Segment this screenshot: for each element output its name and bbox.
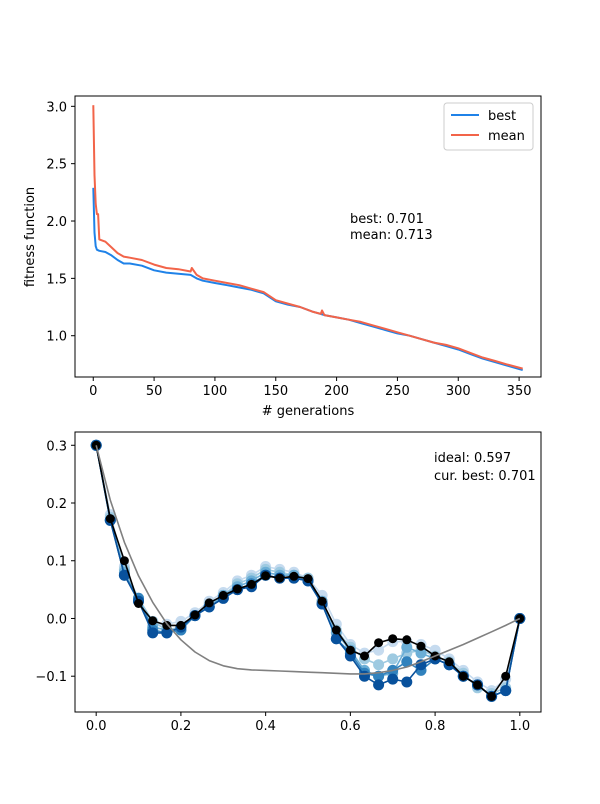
top-y-tick-label: 2.0 xyxy=(46,215,67,230)
top-plot-ticks: 0 50 100 150 200 250 300 350 1.0 1.5 2.0 2.5 3.0 xyxy=(46,100,531,399)
top-plot-x-axis-label: # generations xyxy=(262,404,355,419)
current-best-point xyxy=(360,651,369,661)
candidate-point xyxy=(500,685,512,697)
candidate-point xyxy=(118,569,130,581)
legend-label-best: best xyxy=(488,109,516,124)
current-best-point xyxy=(473,680,482,690)
top-x-tick-label: 150 xyxy=(263,384,288,399)
current-best-point xyxy=(275,573,285,583)
bottom-x-tick-label: 0.8 xyxy=(425,719,446,734)
current-best-point xyxy=(190,610,200,620)
current-best-point xyxy=(331,625,341,635)
current-best-point xyxy=(416,641,426,651)
current-best-point xyxy=(303,574,313,584)
bottom-x-tick-label: 0.2 xyxy=(171,719,192,734)
candidate-point xyxy=(373,644,385,656)
current-best-point xyxy=(176,620,186,630)
bottom-plot-frame xyxy=(74,431,542,713)
current-best-point xyxy=(501,671,511,681)
current-best-point xyxy=(261,571,271,581)
best-value-annotation: best: 0.701 xyxy=(350,212,424,227)
top-x-tick-label: 300 xyxy=(446,384,471,399)
candidate-point xyxy=(387,653,399,665)
legend-label-mean: mean xyxy=(488,129,525,144)
top-plot: 0 50 100 150 200 250 300 350 1.0 1.5 2.0 2.5 3.0 # g… xyxy=(23,95,542,419)
current-best-point xyxy=(162,620,172,630)
bottom-plot: 0.0 0.2 0.4 0.6 0.8 1.0 −0.1 0.0 0.1 0.2 0.3 ideal… xyxy=(35,431,542,734)
current-best-point xyxy=(105,514,115,524)
bottom-x-tick-label: 0.0 xyxy=(86,719,107,734)
top-x-tick-label: 200 xyxy=(324,384,349,399)
current-best-point xyxy=(345,645,355,655)
candidate-point xyxy=(373,679,385,691)
current-best-point xyxy=(317,596,327,606)
top-x-tick-label: 50 xyxy=(146,384,163,399)
bottom-x-tick-label: 1.0 xyxy=(509,719,530,734)
candidate-point xyxy=(330,633,342,645)
current-best-annotation: cur. best: 0.701 xyxy=(434,469,536,484)
bottom-y-tick-label: 0.2 xyxy=(46,497,67,512)
bottom-x-tick-label: 0.4 xyxy=(255,719,276,734)
top-y-tick-label: 2.5 xyxy=(46,158,67,173)
candidate-point xyxy=(373,659,385,671)
top-plot-series xyxy=(92,105,523,371)
current-best-point xyxy=(134,599,143,608)
candidate-point xyxy=(401,656,413,668)
top-plot-y-axis-label: fitness function xyxy=(23,187,38,287)
candidate-point xyxy=(415,659,427,671)
current-best-point xyxy=(458,671,468,681)
bottom-y-tick-label: −0.1 xyxy=(35,670,67,685)
ideal-value-annotation: ideal: 0.597 xyxy=(434,451,511,466)
candidate-point xyxy=(387,673,399,685)
current-best-point xyxy=(388,634,398,644)
top-x-tick-label: 350 xyxy=(507,384,532,399)
current-best-point xyxy=(402,635,412,645)
mean-value-annotation: mean: 0.713 xyxy=(350,228,433,243)
top-x-tick-label: 100 xyxy=(203,384,228,399)
candidate-point xyxy=(401,641,413,653)
candidate-point xyxy=(147,627,159,639)
top-y-tick-label: 1.5 xyxy=(46,272,67,287)
legend: best mean xyxy=(443,102,534,151)
ideal-curve xyxy=(95,445,521,675)
current-best-point xyxy=(218,590,228,600)
current-best-point xyxy=(232,584,242,594)
bottom-plot-ticks: 0.0 0.2 0.4 0.6 0.8 1.0 −0.1 0.0 0.1 0.2 0.3 xyxy=(35,439,530,734)
top-y-tick-label: 3.0 xyxy=(46,100,67,115)
candidate-point xyxy=(161,627,173,639)
candidate-point xyxy=(415,647,427,659)
bottom-y-tick-label: 0.0 xyxy=(46,612,67,627)
current-best-point xyxy=(247,579,256,589)
candidate-point xyxy=(359,670,370,682)
current-best-point xyxy=(487,691,497,701)
bottom-plot-series xyxy=(90,439,526,702)
bottom-y-tick-label: 0.3 xyxy=(46,439,67,454)
top-plot-frame xyxy=(74,95,542,378)
candidate-point xyxy=(401,676,413,688)
current-best-point xyxy=(289,571,299,581)
current-best-point xyxy=(204,598,214,608)
bottom-y-tick-label: 0.1 xyxy=(46,555,67,570)
current-best-point xyxy=(374,638,384,648)
series-line-mean xyxy=(92,105,523,370)
top-y-tick-label: 1.0 xyxy=(46,330,67,345)
current-best-point xyxy=(119,556,129,566)
bottom-x-tick-label: 0.6 xyxy=(340,719,361,734)
current-best-point xyxy=(148,616,158,626)
top-x-tick-label: 250 xyxy=(385,384,410,399)
top-x-tick-label: 0 xyxy=(89,384,97,399)
current-best-point xyxy=(444,657,454,667)
